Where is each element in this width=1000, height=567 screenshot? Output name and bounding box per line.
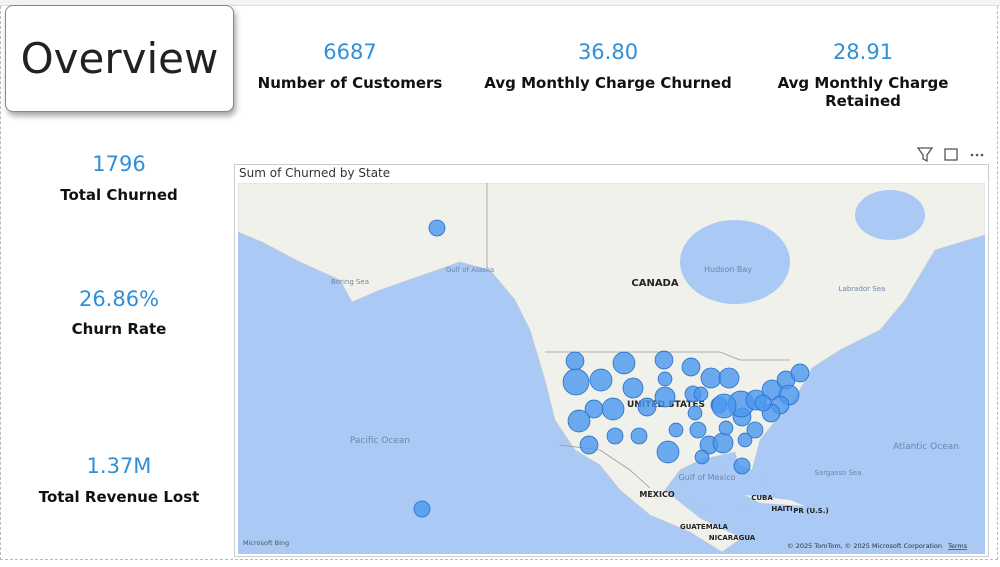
canvas-border	[0, 6, 998, 560]
map-label: Gulf of Mexico	[678, 473, 735, 482]
bubble[interactable]	[711, 393, 737, 419]
more-icon[interactable]	[970, 153, 984, 157]
baffin-water	[855, 190, 925, 240]
map-label: GUATEMALA	[680, 523, 728, 531]
bubble[interactable]	[668, 422, 684, 438]
kpi-value: 28.91	[832, 40, 894, 64]
bubble[interactable]	[612, 351, 636, 375]
map-label: Labrador Sea	[839, 285, 886, 293]
visual-title: Sum of Churned by State	[239, 166, 390, 180]
kpi-label: Total Revenue Lost	[38, 488, 200, 506]
focus-icon[interactable]	[944, 148, 958, 161]
bubble[interactable]	[754, 394, 772, 412]
border	[545, 351, 790, 361]
kpi-value: 36.80	[577, 40, 639, 64]
bubble[interactable]	[718, 367, 740, 389]
filter-icon[interactable]	[916, 147, 934, 163]
bubble[interactable]	[579, 435, 599, 455]
bubble[interactable]	[589, 368, 613, 392]
page-title: Overview	[5, 5, 234, 112]
kpi-label: Number of Customers	[257, 74, 443, 92]
map-label: HAITI	[771, 505, 792, 513]
bubble[interactable]	[693, 386, 709, 402]
bubble[interactable]	[567, 409, 591, 433]
map-label: Atlantic Ocean	[893, 442, 959, 452]
bubble[interactable]	[630, 427, 648, 445]
hudson-bay	[680, 220, 790, 304]
bubble[interactable]	[601, 397, 625, 421]
bubble[interactable]	[712, 432, 734, 454]
map-visual: Sum of Churned by State Bering Sea Gulf o…	[234, 164, 989, 557]
map-label: Gulf of Alaska	[446, 266, 494, 274]
bubble[interactable]	[687, 405, 703, 421]
map-label: NICARAGUA	[709, 534, 756, 542]
bubble[interactable]	[790, 363, 810, 383]
bubble[interactable]	[654, 386, 676, 408]
ribbon-strip	[0, 0, 1000, 6]
bubble[interactable]	[584, 399, 604, 419]
bubble[interactable]	[428, 219, 446, 237]
bubble[interactable]	[700, 367, 722, 389]
map-label: Hudson Bay	[704, 265, 752, 274]
attribution: © 2025 TomTom, © 2025 Microsoft Corporat…	[787, 542, 942, 550]
bubble[interactable]	[737, 432, 753, 448]
gulf-water	[685, 464, 765, 508]
bubble[interactable]	[689, 421, 707, 439]
bubble[interactable]	[562, 368, 590, 396]
kpi-label: Avg Monthly Charge Retained	[777, 74, 949, 110]
bubble[interactable]	[718, 420, 734, 436]
kpi-value: 26.86%	[78, 287, 160, 311]
bubble[interactable]	[656, 440, 680, 464]
bubble[interactable]	[681, 357, 701, 377]
map-label: CUBA	[751, 494, 773, 502]
bubble[interactable]	[637, 397, 657, 417]
bubble[interactable]	[733, 457, 751, 475]
terms-link[interactable]: Terms	[947, 542, 968, 550]
cuba	[745, 495, 805, 506]
visual-header-icons	[916, 147, 984, 163]
bubble[interactable]	[565, 351, 585, 371]
map-label: MEXICO	[639, 490, 674, 499]
bubble[interactable]	[606, 427, 624, 445]
map-area: Bering Sea Gulf of Alaska Hudson Bay CANADA…	[238, 183, 985, 554]
bubble[interactable]	[413, 500, 431, 518]
bubble[interactable]	[654, 350, 674, 370]
kpi-label: Churn Rate	[71, 320, 167, 338]
provider-logo: Microsoft Bing	[243, 539, 289, 547]
bubble[interactable]	[694, 449, 710, 465]
map-label: CANADA	[631, 278, 678, 289]
bubble[interactable]	[622, 377, 644, 399]
bubble[interactable]	[657, 371, 673, 387]
land	[238, 183, 985, 553]
kpi-value: 1796	[92, 152, 146, 176]
map-label: PR (U.S.)	[793, 507, 828, 515]
kpi-value: 6687	[323, 40, 377, 64]
map-label: Bering Sea	[331, 278, 369, 286]
map-label: Pacific Ocean	[350, 436, 410, 446]
bubble[interactable]	[746, 421, 764, 439]
kpi-label: Avg Monthly Charge Churned	[484, 74, 732, 92]
kpi-label: Total Churned	[60, 186, 178, 204]
map-label: Sargasso Sea	[814, 469, 861, 477]
kpi-value: 1.37M	[86, 454, 152, 478]
